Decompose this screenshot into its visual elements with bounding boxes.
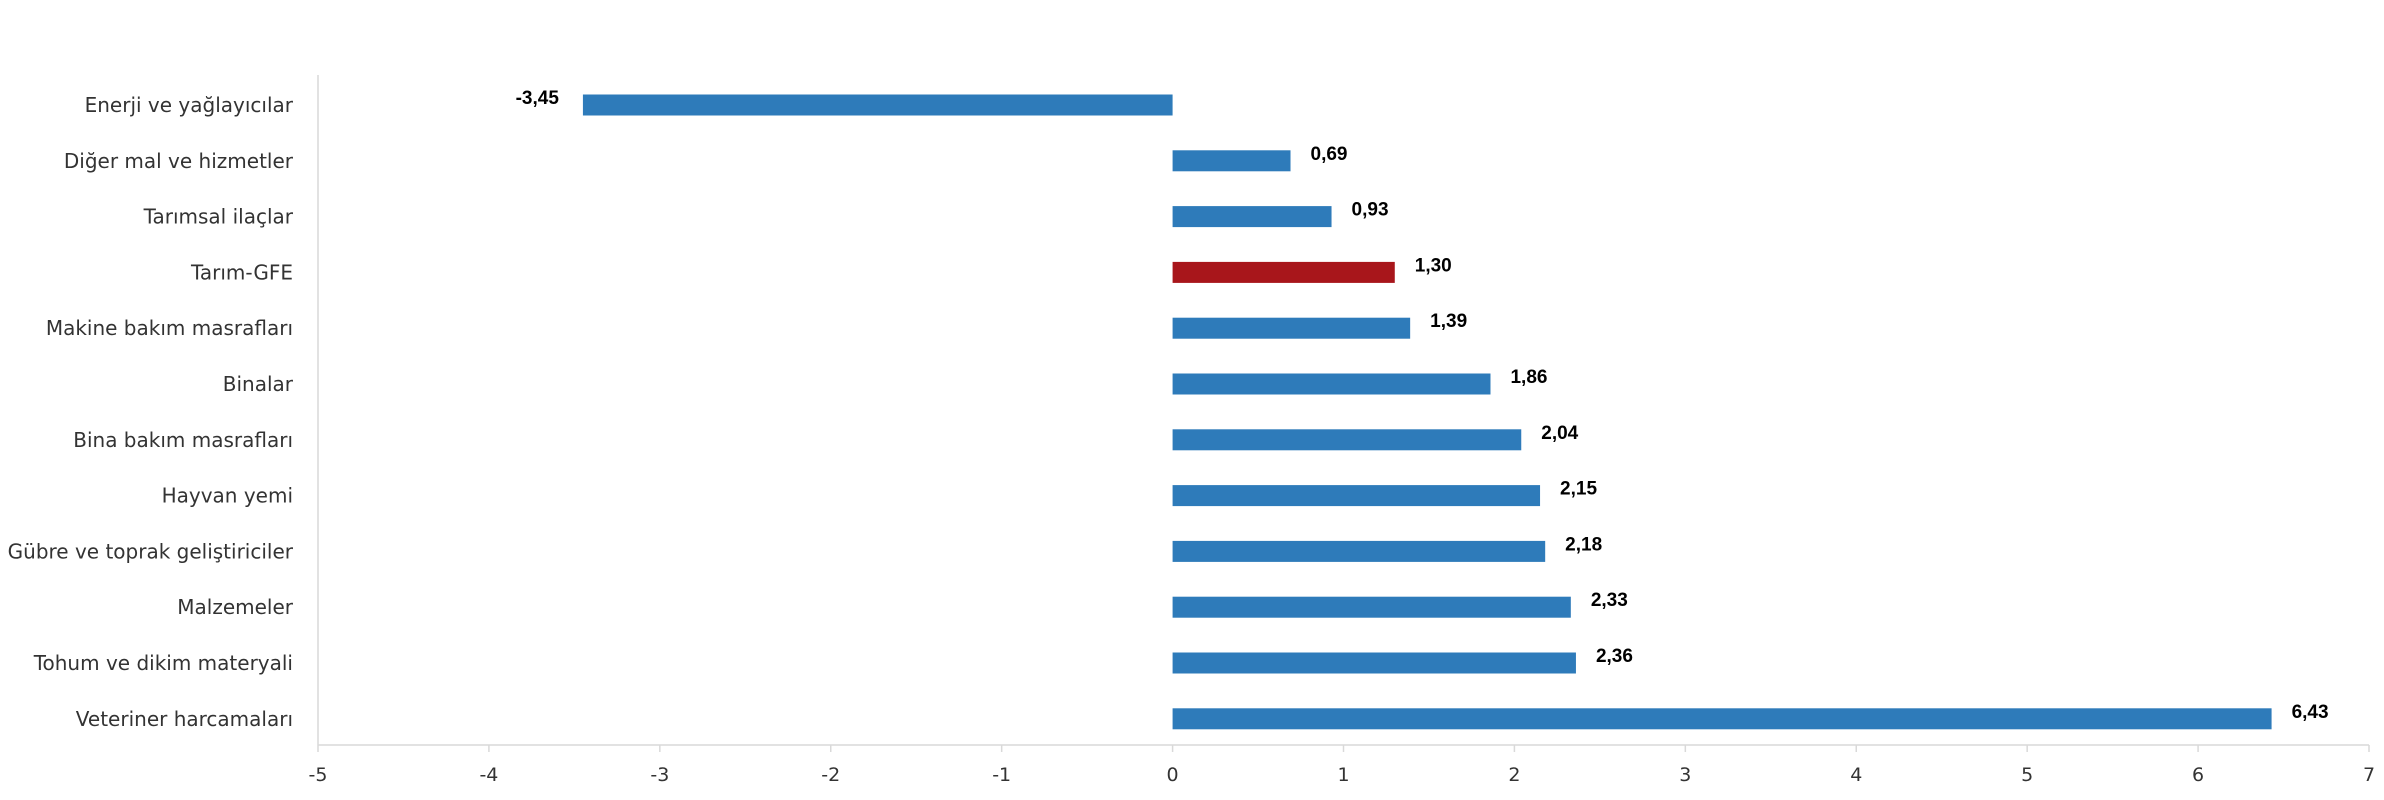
data-label: 2,15 [1560,479,1597,500]
bar [1172,373,1491,395]
x-tick-label: 1 [1337,764,1349,786]
x-tick-label: -1 [992,764,1011,786]
category-label: Binalar [223,372,294,396]
x-tick-label: 5 [2021,764,2033,786]
category-label: Tarım-GFE [190,260,293,284]
bar [1172,596,1571,618]
x-tick-label: 0 [1167,764,1179,786]
x-tick-label: 6 [2192,764,2204,786]
category-label: Gübre ve toprak geliştiriciler [8,539,294,563]
bar [1172,708,2272,730]
bar [1172,150,1291,172]
bar [1172,317,1411,339]
category-label: Makine bakım masrafları [46,316,293,340]
category-label: Bina bakım masrafları [73,428,293,452]
x-tick-label: -3 [650,764,669,786]
data-label: 0,93 [1352,200,1389,221]
category-label: Hayvan yemi [162,484,293,508]
data-label: 2,36 [1596,646,1633,667]
x-tick-label: -5 [309,764,328,786]
bar [1172,206,1332,228]
bars-layer [582,94,2272,730]
bar [582,94,1173,116]
x-tick-label: 3 [1679,764,1691,786]
labels-layer: Enerji ve yağlayıcılar -3,45 Diğer mal ve … [8,88,2329,731]
x-tick-label: 7 [2363,764,2375,786]
category-label: Malzemeler [177,595,294,619]
axes-layer: -5 -4 -3 -2 -1 0 1 2 3 4 5 6 7 [309,75,2375,786]
category-label: Enerji ve yağlayıcılar [85,93,294,117]
data-label: 6,43 [2292,702,2329,723]
category-label: Diğer mal ve hizmetler [64,149,294,173]
bar [1172,652,1576,674]
x-tick-label: -4 [479,764,498,786]
x-tick-label: 4 [1850,764,1862,786]
data-label: 1,30 [1415,255,1452,276]
x-tick-label: -2 [821,764,840,786]
bar [1172,429,1522,451]
category-label: Tarımsal ilaçlar [143,205,294,229]
x-tick-label: 2 [1508,764,1520,786]
data-label: 2,33 [1591,590,1628,611]
data-label: 0,69 [1311,144,1348,165]
category-label: Tohum ve dikim materyali [33,651,293,675]
data-label: 1,39 [1430,311,1467,332]
category-label: Veteriner harcamaları [76,707,293,731]
data-label: 2,04 [1541,423,1578,444]
data-label: 1,86 [1510,367,1547,388]
bar [1172,261,1395,283]
bar [1172,540,1546,562]
data-label: -3,45 [516,88,560,109]
bar [1172,485,1541,507]
data-label: 2,18 [1565,534,1602,555]
